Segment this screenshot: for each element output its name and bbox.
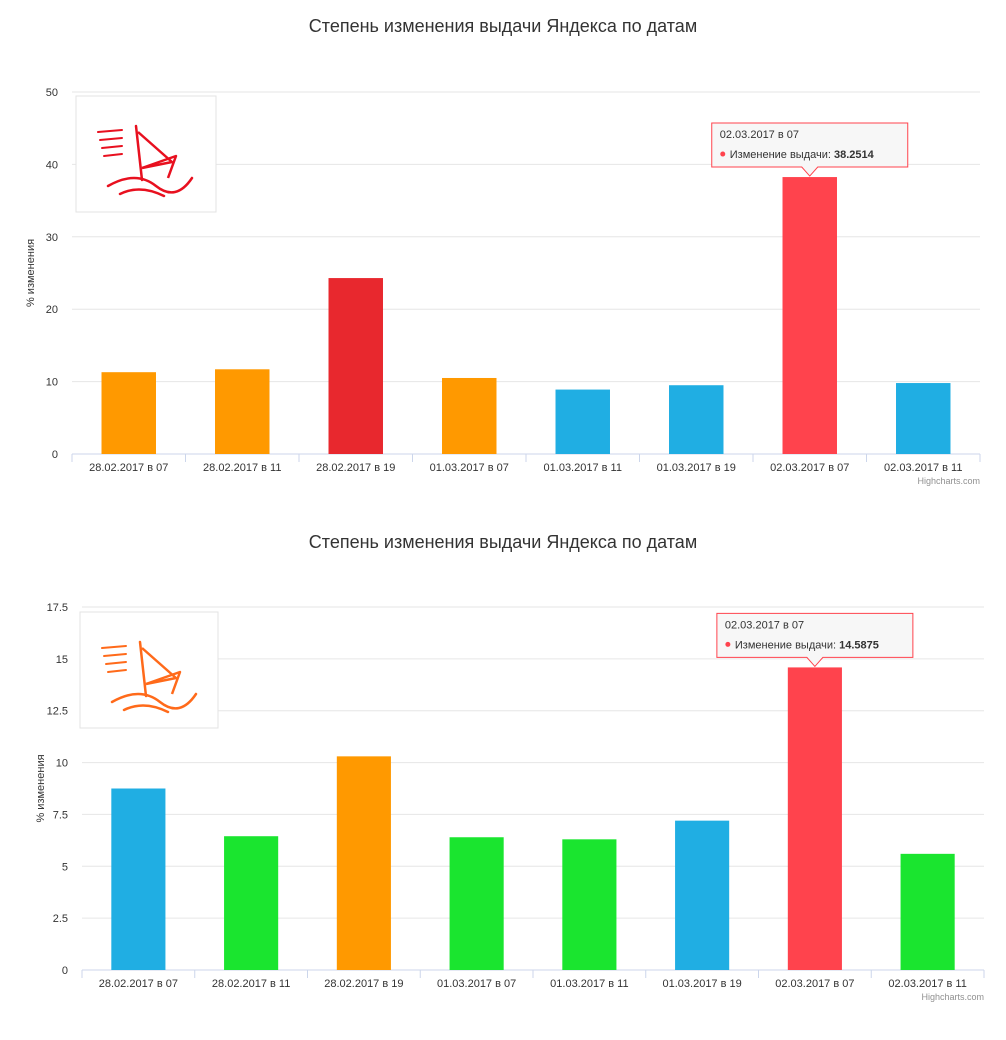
sailboat-logo-icon [79, 611, 219, 729]
bar[interactable] [328, 278, 383, 454]
chart-1: Степень изменения выдачи Яндекса по дата… [0, 0, 1006, 510]
x-tick-label: 02.03.2017 в 07 [770, 462, 849, 474]
tooltip-date: 02.03.2017 в 07 [720, 129, 799, 141]
bar[interactable] [224, 836, 279, 970]
bar[interactable] [336, 756, 391, 970]
bar[interactable] [555, 389, 610, 454]
x-tick-label: 28.02.2017 в 07 [99, 978, 178, 990]
y-tick-label: 17.5 [47, 602, 68, 614]
x-tick-label: 02.03.2017 в 07 [775, 978, 854, 990]
bar[interactable] [787, 667, 842, 970]
bar[interactable] [562, 839, 617, 970]
x-tick-label: 28.02.2017 в 19 [316, 462, 395, 474]
tooltip: 02.03.2017 в 07 Изменение выдачи: 38.2514 [711, 122, 909, 177]
series-dot-icon [720, 151, 726, 157]
y-tick-label: 20 [46, 304, 58, 316]
y-tick-label: 0 [52, 449, 58, 461]
bar[interactable] [782, 177, 837, 454]
x-tick-label: 28.02.2017 в 11 [203, 462, 281, 474]
tooltip-value-row: Изменение выдачи: 14.5875 [735, 639, 879, 651]
bar[interactable] [215, 369, 270, 454]
y-tick-label: 50 [46, 87, 58, 99]
y-axis-label: % изменения [25, 239, 37, 307]
tooltip-value-row: Изменение выдачи: 38.2514 [730, 149, 875, 161]
bar[interactable] [896, 383, 951, 454]
y-tick-label: 40 [46, 159, 58, 171]
bar[interactable] [111, 788, 166, 971]
series-dot-icon [725, 641, 731, 647]
y-tick-label: 15 [56, 654, 68, 666]
x-tick-label: 01.03.2017 в 11 [544, 462, 622, 474]
bar[interactable] [449, 837, 504, 970]
sailboat-logo-icon [75, 95, 217, 213]
bar[interactable] [675, 820, 730, 970]
x-tick-label: 02.03.2017 в 11 [888, 978, 966, 990]
credits-link[interactable]: Highcharts.com [921, 992, 984, 1002]
chart-2: Степень изменения выдачи Яндекса по дата… [0, 520, 1006, 1040]
tooltip: 02.03.2017 в 07 Изменение выдачи: 14.5875 [716, 612, 914, 668]
bar[interactable] [442, 377, 497, 454]
x-tick-label: 02.03.2017 в 11 [884, 462, 962, 474]
bar[interactable] [900, 853, 955, 970]
chart-2-plot: 0 2.5 5 7.5 10 12.5 15 17.5 % изменения 28.02.201… [35, 602, 985, 1002]
y-tick-label: 10 [46, 377, 58, 389]
x-tick-label: 28.02.2017 в 07 [89, 462, 168, 474]
y-tick-label: 0 [62, 965, 68, 977]
x-tick-label: 28.02.2017 в 19 [324, 978, 403, 990]
bar[interactable] [669, 385, 724, 454]
y-tick-label: 30 [46, 232, 58, 244]
bar[interactable] [101, 372, 156, 454]
chart-title: Степень изменения выдачи Яндекса по дата… [308, 532, 698, 552]
x-tick-label: 01.03.2017 в 11 [550, 978, 628, 990]
x-tick-label: 01.03.2017 в 19 [657, 462, 736, 474]
x-tick-label: 01.03.2017 в 19 [663, 978, 742, 990]
y-tick-label: 10 [56, 758, 68, 770]
y-tick-label: 2.5 [53, 913, 68, 925]
y-axis-label: % изменения [35, 754, 47, 822]
x-tick-label: 01.03.2017 в 07 [437, 978, 516, 990]
tooltip-date: 02.03.2017 в 07 [725, 619, 804, 631]
x-tick-label: 01.03.2017 в 07 [430, 462, 509, 474]
credits-link[interactable]: Highcharts.com [917, 476, 980, 486]
chart-1-plot: 0 10 20 30 40 50 % изменения 28.02.2017 в 07 28.… [25, 87, 981, 486]
x-tick-label: 28.02.2017 в 11 [212, 978, 290, 990]
y-tick-label: 5 [62, 861, 68, 873]
y-tick-label: 7.5 [53, 809, 68, 821]
chart-title: Степень изменения выдачи Яндекса по дата… [308, 16, 698, 36]
y-tick-label: 12.5 [47, 706, 68, 718]
